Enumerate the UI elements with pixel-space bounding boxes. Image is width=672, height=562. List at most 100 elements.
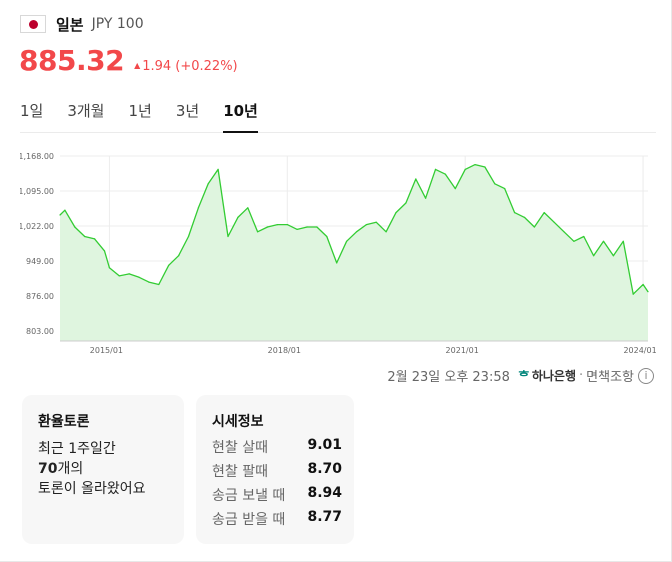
- chart-data-point: [395, 212, 397, 214]
- price-row: 885.32 ▲ 1.94 (+0.22%): [19, 44, 238, 77]
- exchange-rate-chart[interactable]: 1,168.00 1,095.00 1,022.00 949.00 876.00 803.…: [18, 146, 656, 356]
- tab-1d[interactable]: 1일: [20, 102, 44, 120]
- chart-data-point: [425, 197, 427, 199]
- chart-data-point: [94, 238, 96, 240]
- price-change: ▲ 1.94 (+0.22%): [134, 59, 238, 74]
- chart-data-point: [355, 231, 358, 233]
- rate-row-transfer-send: 송금 보낼 때 8.94: [212, 485, 342, 505]
- chart-data-point: [583, 235, 585, 238]
- bank-name: 하나은행: [531, 369, 577, 383]
- rate-label: 송금 보낼 때: [212, 488, 286, 504]
- chart-data-point: [523, 216, 526, 218]
- chart-data-point: [415, 178, 417, 180]
- chart-data-point: [217, 168, 219, 170]
- rate-label: 현찰 팔때: [212, 464, 268, 480]
- chart-data-point: [365, 224, 367, 226]
- chart-data-point: [504, 188, 506, 190]
- tab-3y[interactable]: 3년: [175, 102, 200, 120]
- period-tabs: 1일 3개월 1년 3년 10년: [20, 100, 656, 133]
- tab-1y[interactable]: 1년: [128, 102, 152, 120]
- chart-data-point: [257, 231, 259, 233]
- y-tick-label: 949.00: [26, 257, 54, 266]
- chart-data-point: [118, 275, 120, 277]
- chart-data-point: [484, 166, 486, 168]
- chart-data-point: [247, 207, 249, 209]
- chart-data-point: [59, 214, 61, 216]
- chart-data-point: [158, 283, 160, 286]
- chart-data-point: [197, 207, 199, 209]
- chart-data-point: [128, 273, 130, 275]
- chart-data-point: [296, 228, 298, 230]
- separator: ·: [579, 368, 584, 383]
- chart-data-point: [316, 226, 318, 228]
- chart-data-point: [108, 267, 110, 269]
- disclaimer-link[interactable]: 면책조항: [586, 370, 634, 385]
- update-info: 2월 23일 오후 23:58 ᄒ 하나은행 · 면책조항 i: [387, 366, 654, 385]
- x-tick-label: 2015/01: [90, 346, 123, 355]
- y-tick-label: 1,022.00: [20, 222, 54, 231]
- chart-data-point: [514, 212, 516, 214]
- chart-data-point: [573, 240, 575, 242]
- chart-data-point: [632, 293, 634, 295]
- rate-label: 현찰 살때: [212, 440, 268, 456]
- chart-svg[interactable]: 1,168.00 1,095.00 1,022.00 949.00 876.00 803.…: [18, 146, 656, 356]
- chart-data-point: [276, 224, 278, 226]
- chart-data-point: [602, 240, 605, 242]
- forum-title: 환율토론: [38, 414, 90, 430]
- current-price: 885.32: [19, 44, 125, 77]
- chart-data-point: [454, 188, 456, 190]
- y-tick-label: 1,168.00: [20, 152, 54, 161]
- chart-data-point: [266, 226, 269, 228]
- x-tick-label: 2021/01: [446, 346, 479, 355]
- forum-card[interactable]: 환율토론 최근 1주일간 70개의 토론이 올라왔어요: [22, 395, 184, 544]
- forum-line-1: 최근 1주일간: [38, 441, 116, 457]
- japan-flag-icon: [20, 15, 46, 33]
- chart-data-point: [84, 235, 86, 238]
- chart-data-point: [464, 168, 466, 170]
- chart-data-point: [168, 264, 170, 266]
- forum-line-2: 70개의: [38, 459, 146, 479]
- chart-data-point: [647, 291, 649, 293]
- rate-value: 8.70: [307, 461, 342, 477]
- change-value: 1.94 (+0.22%): [142, 59, 238, 74]
- up-arrow-icon: ▲: [134, 61, 141, 70]
- chart-data-point: [336, 262, 338, 264]
- chart-data-point: [207, 183, 209, 185]
- rate-row-transfer-receive: 송금 받을 때 8.77: [212, 509, 342, 529]
- chart-data-point: [326, 235, 328, 238]
- chart-data-point: [103, 250, 106, 252]
- chart-line-series: [59, 163, 649, 295]
- update-timestamp: 2월 23일 오후 23:58: [387, 370, 510, 385]
- chart-data-point: [612, 255, 615, 257]
- rates-card: 시세정보 현찰 살때 9.01 현찰 팔때 8.70 송금 보낼 때 8.94 …: [196, 395, 354, 544]
- chart-data-point: [553, 221, 555, 223]
- chart-data-point: [178, 255, 180, 257]
- x-tick-label: 2018/01: [268, 346, 301, 355]
- chart-data-point: [385, 231, 387, 233]
- chart-data-point: [494, 183, 496, 185]
- chart-data-point: [306, 226, 308, 228]
- rate-label: 송금 받을 때: [212, 512, 286, 528]
- hana-bank-logo-icon: ᄒ: [517, 370, 530, 385]
- tab-3m[interactable]: 3개월: [67, 102, 105, 120]
- chart-data-point: [148, 281, 150, 283]
- info-circle-icon[interactable]: i: [638, 367, 654, 384]
- forum-line-3: 토론이 올라왔어요: [38, 481, 146, 497]
- rates-title: 시세정보: [212, 414, 264, 430]
- currency-code: JPY 100: [91, 16, 144, 32]
- chart-data-point: [187, 235, 190, 238]
- forum-count: 70: [38, 461, 58, 477]
- chart-data-point: [375, 221, 377, 223]
- chart-data-point: [346, 240, 348, 242]
- chart-data-point: [405, 202, 407, 204]
- chart-data-point: [444, 173, 446, 175]
- chart-data-point: [642, 283, 644, 286]
- tab-10y[interactable]: 10년: [223, 100, 258, 133]
- chart-data-point: [64, 209, 66, 211]
- rate-row-cash-buy: 현찰 살때 9.01: [212, 437, 342, 457]
- chart-data-point: [543, 212, 545, 214]
- forum-summary: 최근 1주일간 70개의 토론이 올라왔어요: [38, 439, 146, 499]
- chart-data-point: [593, 255, 595, 257]
- rate-value: 8.77: [307, 509, 342, 525]
- chart-data-point: [622, 240, 624, 242]
